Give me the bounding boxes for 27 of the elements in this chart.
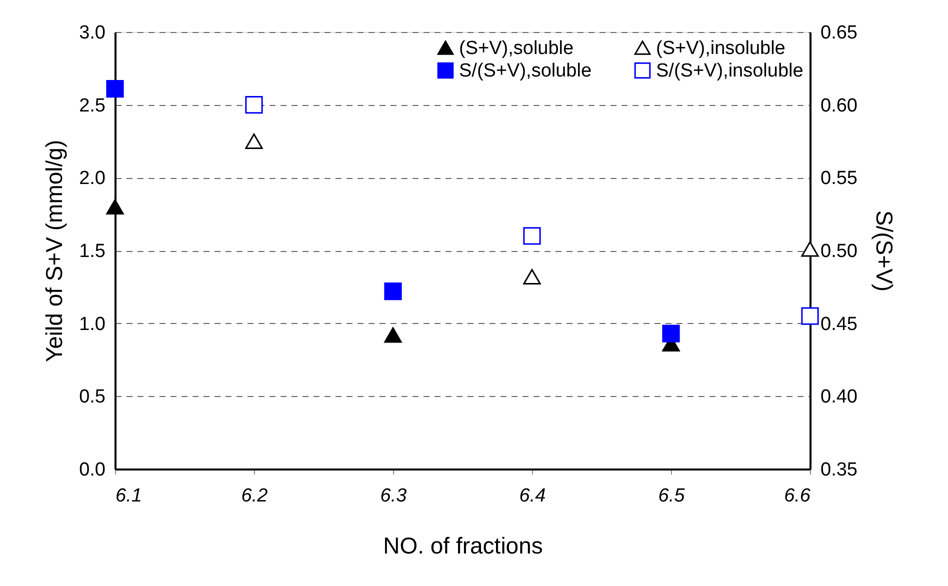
y2-tick-label: 0.50 [820,241,858,262]
legend-label: (S+V),insoluble [656,38,786,59]
y-axis-title: Yeild of S+V (mmol/g) [41,140,68,362]
y2-tick-label: 0.65 [820,22,858,44]
legend-label: S/(S+V),soluble [459,60,592,82]
x-tick-label: 6.5 [658,486,686,506]
y-tick-label: 2.5 [79,95,106,116]
x-tick-label: 6.2 [241,486,268,506]
x-tick-label: 6.1 [116,486,142,506]
y-tick-label: 3.0 [79,22,106,44]
y-tick-label: 1.5 [79,241,106,262]
y2-tick-label: 0.40 [820,386,858,408]
x-tick-label: 6.3 [380,486,408,506]
x-tick-label: 6.6 [784,486,811,506]
y2-tick-label: 0.60 [820,95,858,116]
y-tick-label: 2.0 [79,168,106,190]
x-axis-title: NO. of fractions [383,532,543,558]
y2-tick-label: 0.55 [820,168,858,190]
y2-axis-title: S/(S+V) [871,210,898,292]
x-tick-label: 6.4 [519,486,546,506]
legend-label: (S+V),soluble [459,38,574,59]
y-tick-label: 0.5 [79,386,106,408]
y-tick-label: 0.0 [79,460,106,480]
y2-tick-label: 0.45 [820,314,858,335]
y-tick-label: 1.0 [79,314,106,335]
legend-label: S/(S+V),insoluble [656,60,804,82]
y2-tick-label: 0.35 [820,460,858,480]
